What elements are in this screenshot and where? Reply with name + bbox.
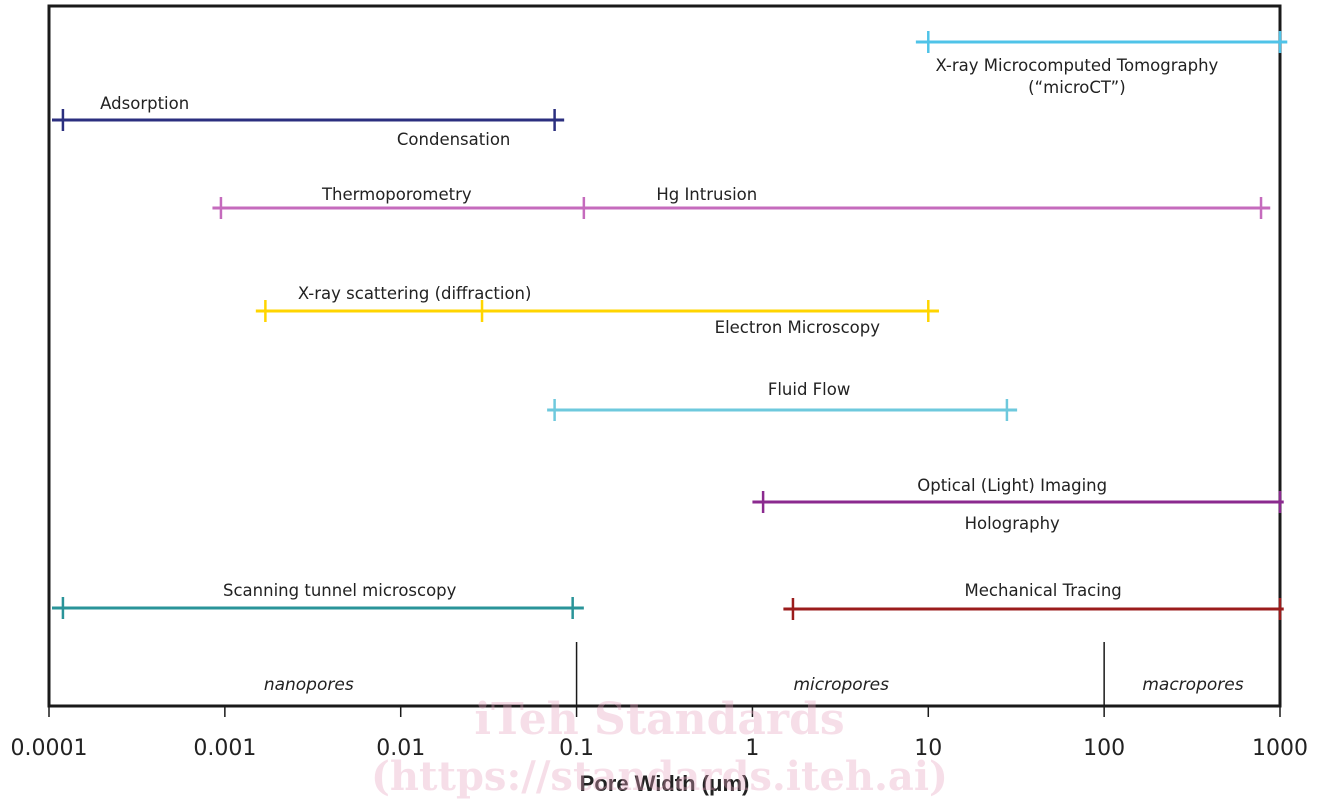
x-tick-label-2: 0.01 xyxy=(376,736,425,761)
annotation-10: Holography xyxy=(965,514,1060,533)
x-tick-label-3: 0.1 xyxy=(559,736,594,761)
x-tick-label-7: 1000 xyxy=(1252,736,1308,761)
x-tick-label-0: 0.0001 xyxy=(11,736,88,761)
annotation-6: X-ray scattering (diffraction) xyxy=(298,284,532,303)
annotation-11: Scanning tunnel microscopy xyxy=(223,581,457,600)
x-axis-title: Pore Width (μm) xyxy=(580,771,750,796)
x-tick-label-6: 100 xyxy=(1083,736,1125,761)
annotation-15: macropores xyxy=(1142,675,1243,695)
x-tick-label-4: 1 xyxy=(745,736,759,761)
x-tick-label-5: 10 xyxy=(914,736,942,761)
annotation-9: Optical (Light) Imaging xyxy=(917,476,1107,495)
annotation-7: Electron Microscopy xyxy=(715,318,881,337)
annotation-4: Thermoporometry xyxy=(321,185,472,204)
annotation-5: Hg Intrusion xyxy=(656,185,757,204)
annotation-13: nanopores xyxy=(264,675,354,695)
plot-frame xyxy=(47,4,1282,708)
annotation-8: Fluid Flow xyxy=(768,380,851,399)
annotation-3: Condensation xyxy=(397,130,510,149)
annotation-12: Mechanical Tracing xyxy=(965,581,1122,600)
annotation-1: (“microCT”) xyxy=(1028,78,1125,97)
x-tick-label-1: 0.001 xyxy=(193,736,256,761)
annotation-2: Adsorption xyxy=(100,94,189,113)
annotation-0: X-ray Microcomputed Tomography xyxy=(935,56,1218,75)
annotation-14: micropores xyxy=(793,675,889,695)
